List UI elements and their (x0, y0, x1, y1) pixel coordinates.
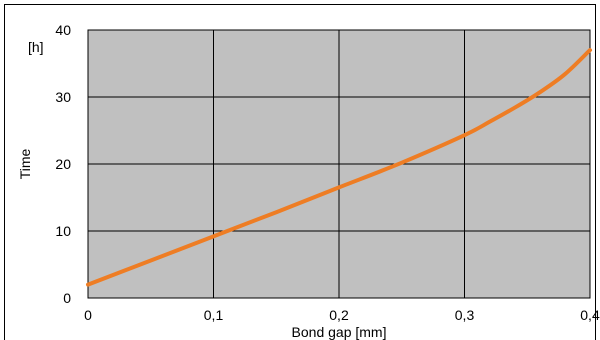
y-tick-label: 30 (55, 89, 71, 105)
x-axis-label: Bond gap [mm] (292, 324, 387, 340)
x-tick-label: 0 (84, 307, 92, 323)
grid-lines (87, 29, 591, 299)
tick-labels: 0 0,1 0,2 0,3 0,4 0 10 20 30 40 (55, 22, 600, 323)
x-tick-label: 0,1 (204, 307, 224, 323)
series-layer (86, 48, 592, 287)
y-tick-label: 10 (55, 223, 71, 239)
x-tick-label: 0,4 (580, 307, 600, 323)
y-tick-label: 20 (55, 156, 71, 172)
y-tick-label: 40 (55, 22, 71, 38)
x-tick-label: 0,3 (455, 307, 475, 323)
y-axis-label: Time (17, 148, 33, 179)
x-tick-label: 0,2 (329, 307, 349, 323)
series-line (86, 48, 592, 287)
y-unit-label: [h] (28, 39, 44, 55)
y-tick-label: 0 (63, 290, 71, 306)
